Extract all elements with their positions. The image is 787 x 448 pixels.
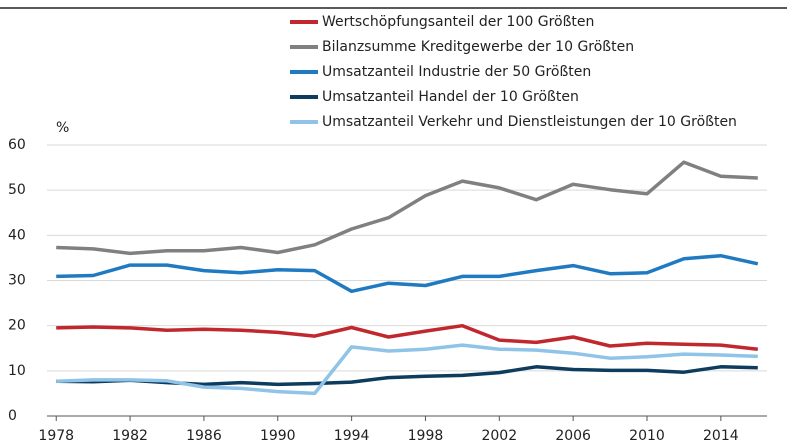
y-tick-label: 40 — [8, 227, 26, 243]
y-tick-label: 0 — [8, 408, 17, 424]
x-tick-label: 1982 — [112, 428, 148, 444]
y-tick-label: 10 — [8, 363, 26, 379]
x-tick-label: 2014 — [703, 428, 739, 444]
series-line — [56, 323, 758, 351]
x-tick-label: 1994 — [334, 428, 370, 444]
y-tick-label: 20 — [8, 318, 26, 334]
legend-label: Umsatzanteil Verkehr und Dienstleistunge… — [322, 114, 737, 130]
y-tick-label: 30 — [8, 273, 26, 289]
series-line — [56, 253, 759, 294]
series-line — [56, 160, 758, 256]
x-tick-label: 2010 — [629, 428, 665, 444]
legend-label: Umsatzanteil Industrie der 50 Größten — [322, 64, 591, 80]
legend-label: Wertschöpfungsanteil der 100 Größten — [322, 14, 594, 30]
y-tick-label: 50 — [8, 182, 26, 198]
y-axis-label: % — [56, 120, 69, 136]
x-tick-label: 1986 — [186, 428, 222, 444]
x-tick-label: 1978 — [38, 428, 74, 444]
x-tick-label: 2006 — [555, 428, 591, 444]
x-tick-label: 1998 — [408, 428, 444, 444]
x-tick-label: 1990 — [260, 428, 296, 444]
x-tick-label: 2002 — [481, 428, 517, 444]
series-line — [56, 343, 758, 396]
legend-label: Umsatzanteil Handel der 10 Größten — [322, 89, 579, 105]
y-tick-label: 60 — [8, 137, 26, 153]
legend-label: Bilanzsumme Kreditgewerbe der 10 Größten — [322, 39, 634, 55]
